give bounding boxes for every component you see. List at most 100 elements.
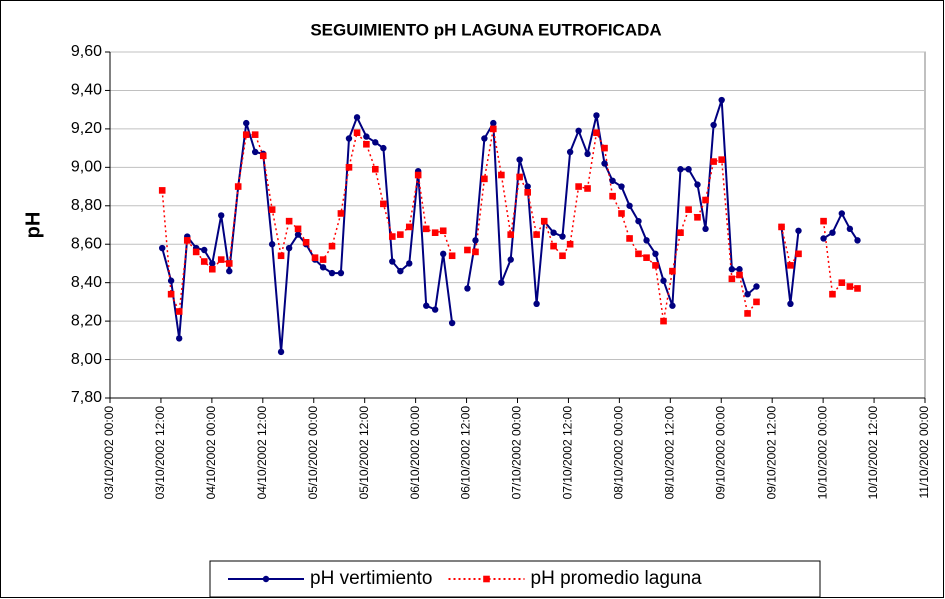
data-point (677, 229, 684, 236)
data-point (609, 192, 616, 200)
data-point (643, 237, 650, 244)
data-point (380, 200, 387, 208)
data-point (787, 262, 794, 269)
plot-area (109, 51, 926, 399)
data-point (710, 158, 717, 165)
data-point (440, 250, 447, 258)
data-point (718, 156, 725, 163)
data-point (422, 225, 430, 233)
data-point (285, 244, 293, 252)
x-tick-label: 11/10/2002 00:00 (917, 406, 931, 499)
data-point (328, 269, 336, 277)
data-point (234, 183, 242, 190)
data-point (584, 150, 591, 158)
data-point (464, 246, 471, 254)
data-point (702, 225, 709, 233)
data-point (481, 175, 488, 183)
data-point (472, 237, 479, 244)
data-point (838, 210, 846, 217)
data-point (183, 237, 191, 244)
data-point (372, 139, 379, 146)
data-point (345, 135, 353, 142)
y-tick-label: 9,60 (71, 43, 102, 60)
data-point (388, 233, 396, 240)
data-point (854, 237, 861, 244)
data-point (208, 265, 216, 273)
data-point (516, 173, 523, 181)
legend-marker (483, 575, 490, 583)
x-tick-label: 08/10/2002 12:00 (662, 406, 676, 500)
x-tick-label: 05/10/2002 00:00 (306, 406, 320, 500)
data-point (609, 177, 616, 184)
data-point (787, 300, 794, 308)
data-point (550, 229, 557, 236)
x-tick-label: 09/10/2002 12:00 (764, 406, 778, 500)
data-point (685, 166, 692, 173)
data-point (643, 254, 650, 261)
data-point (345, 164, 353, 171)
data-point (516, 156, 523, 163)
data-point (778, 223, 785, 231)
x-tick-label: 04/10/2002 12:00 (255, 406, 269, 500)
data-point (795, 250, 802, 258)
data-point (820, 235, 827, 242)
data-point (251, 131, 259, 138)
data-point (753, 283, 760, 290)
data-point (635, 250, 642, 258)
data-point (566, 240, 574, 248)
x-tick-label: 03/10/2002 12:00 (153, 406, 167, 500)
data-point (593, 112, 600, 119)
x-tick-label: 06/10/2002 12:00 (459, 406, 473, 500)
data-point (209, 260, 216, 267)
data-point (226, 267, 233, 275)
data-point (294, 231, 302, 238)
data-point (406, 260, 413, 267)
data-point (353, 114, 361, 121)
data-point (584, 185, 591, 192)
data-point (795, 227, 802, 234)
x-tick-label: 07/10/2002 12:00 (561, 406, 575, 500)
data-point (524, 183, 531, 190)
data-point (481, 135, 488, 142)
data-point (328, 242, 336, 250)
data-point (728, 275, 736, 283)
data-point (431, 306, 439, 313)
data-point (635, 217, 642, 225)
data-point (439, 227, 447, 235)
data-point (677, 166, 684, 173)
data-point (846, 283, 854, 290)
data-point (838, 279, 846, 286)
data-point (550, 242, 557, 250)
data-point (669, 302, 676, 309)
data-point (192, 248, 200, 256)
data-point (533, 300, 540, 308)
data-point (353, 129, 361, 137)
y-tick-label: 8,40 (71, 274, 102, 291)
data-point (685, 206, 692, 213)
data-point (371, 165, 379, 173)
data-point (175, 308, 183, 315)
data-point (337, 210, 345, 217)
data-point (277, 348, 285, 356)
data-point (268, 241, 276, 248)
data-point (728, 266, 736, 273)
data-point (218, 212, 225, 219)
data-point (472, 248, 479, 256)
data-point (268, 206, 276, 213)
data-point (618, 183, 625, 190)
data-point (652, 250, 659, 258)
data-point (175, 335, 183, 342)
data-point (448, 319, 456, 327)
x-tick-label: 09/10/2002 00:00 (713, 406, 727, 500)
x-tick-label: 10/10/2002 12:00 (866, 406, 880, 500)
data-point (566, 148, 574, 156)
legend-label: pH vertimiento (310, 568, 433, 589)
data-point (669, 267, 676, 275)
data-point (736, 266, 743, 273)
data-point (498, 171, 505, 179)
data-point (259, 152, 267, 160)
x-tick-label: 07/10/2002 00:00 (510, 406, 524, 500)
data-point (242, 131, 250, 138)
